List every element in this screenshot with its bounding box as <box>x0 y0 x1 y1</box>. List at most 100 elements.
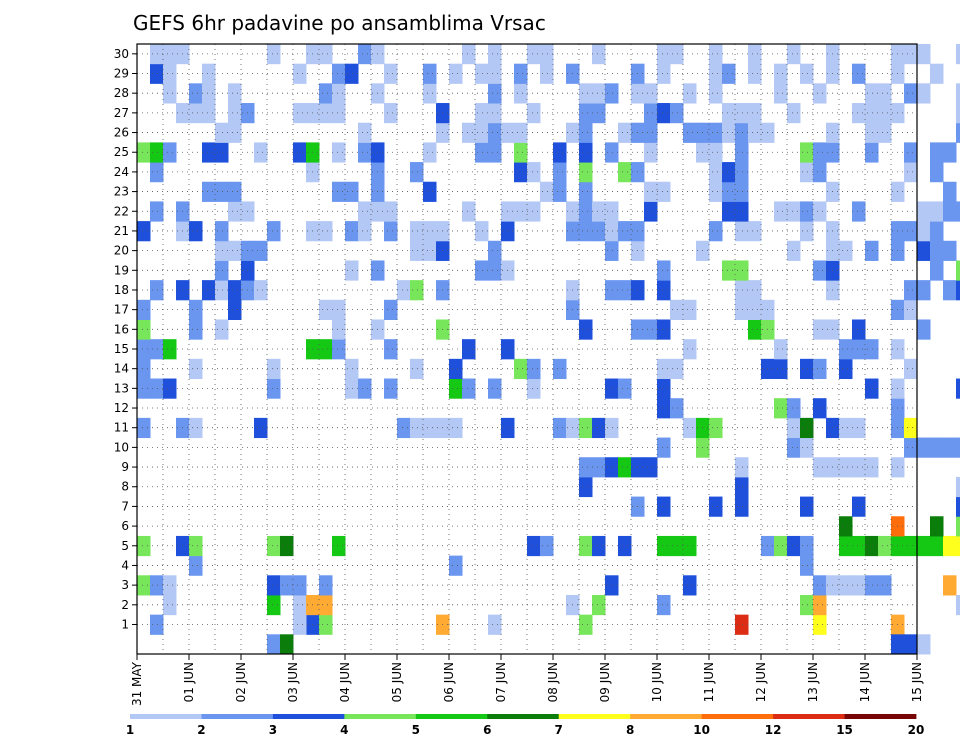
heatmap-cell <box>917 634 931 655</box>
heatmap-cell <box>410 162 424 183</box>
heatmap-cell <box>527 162 541 183</box>
heatmap-cell <box>839 339 853 360</box>
y-tick-label: 3 <box>121 578 129 592</box>
heatmap-cell <box>943 240 957 261</box>
heatmap-cell <box>137 575 151 596</box>
heatmap-cell <box>579 417 593 439</box>
legend-swatch <box>344 714 417 719</box>
heatmap-cell <box>345 181 359 202</box>
heatmap-cell <box>865 457 879 478</box>
heatmap-cell <box>150 63 164 84</box>
heatmap-cell <box>956 44 960 65</box>
heatmap-cell <box>865 103 879 124</box>
heatmap-cell <box>215 280 229 301</box>
heatmap-cell <box>267 575 281 596</box>
heatmap-cell <box>319 103 333 124</box>
heatmap-cell <box>813 260 827 281</box>
heatmap-cell <box>748 319 762 340</box>
heatmap-cell <box>878 575 892 596</box>
heatmap-cell <box>215 181 229 202</box>
heatmap-cell <box>800 496 814 517</box>
heatmap-cell <box>358 142 372 163</box>
heatmap-cell <box>943 181 957 202</box>
heatmap-cell <box>579 614 593 635</box>
heatmap-cell <box>293 142 307 163</box>
heatmap-cell <box>592 103 606 124</box>
x-tick-label: 04 JUN <box>338 662 352 702</box>
heatmap-cell <box>774 535 788 557</box>
heatmap-cell <box>605 575 619 596</box>
heatmap-cell <box>748 299 762 320</box>
y-tick-label: 12 <box>114 401 129 415</box>
heatmap-cell <box>189 221 203 242</box>
heatmap-cell <box>514 162 528 183</box>
heatmap-cell <box>163 339 177 360</box>
heatmap-cell <box>553 181 567 202</box>
heatmap-cell <box>943 535 957 557</box>
heatmap-cell <box>618 221 632 242</box>
heatmap-cell <box>657 181 671 202</box>
heatmap-cell <box>670 299 684 320</box>
heatmap-cell <box>735 476 749 498</box>
heatmap-cell <box>839 535 853 557</box>
heatmap-cell <box>345 63 359 84</box>
heatmap-cell <box>657 398 671 419</box>
heatmap-cell <box>904 299 918 320</box>
heatmap-cell <box>644 83 658 104</box>
heatmap-cell <box>462 339 476 360</box>
heatmap-cell <box>839 516 853 537</box>
y-tick-label: 15 <box>114 342 129 356</box>
heatmap-cell <box>852 339 866 360</box>
heatmap-cell <box>943 437 957 458</box>
x-tick-label: 10 JUN <box>650 662 664 702</box>
heatmap-cell <box>579 476 593 498</box>
heatmap-cell <box>332 142 346 163</box>
heatmap-cell <box>345 260 359 281</box>
heatmap-cell <box>735 142 749 163</box>
heatmap-cell <box>800 142 814 163</box>
heatmap-cell <box>774 339 788 360</box>
y-tick-label: 23 <box>114 185 129 199</box>
heatmap-cell <box>553 142 567 163</box>
heatmap-cell <box>163 594 177 616</box>
heatmap-cell <box>202 181 216 202</box>
heatmap-cell <box>813 201 827 222</box>
heatmap-cell <box>293 103 307 124</box>
heatmap-cell <box>137 221 151 242</box>
heatmap-cell <box>410 358 424 380</box>
legend-label: 10 <box>693 723 710 737</box>
heatmap-cell <box>800 594 814 616</box>
heatmap-cell <box>215 221 229 242</box>
heatmap-cell <box>722 63 736 84</box>
heatmap-cell <box>956 201 960 222</box>
heatmap-cell <box>956 437 960 458</box>
heatmap-cell <box>735 181 749 202</box>
heatmap-cell <box>189 358 203 380</box>
heatmap-cell <box>319 614 333 635</box>
heatmap-cell <box>397 280 411 301</box>
heatmap-cell <box>852 535 866 557</box>
heatmap-cell <box>800 417 814 439</box>
heatmap-cell <box>787 417 801 439</box>
y-tick-label: 19 <box>114 263 129 277</box>
heatmap-cell <box>787 398 801 419</box>
heatmap-cell <box>683 535 697 557</box>
heatmap-cell <box>527 378 541 399</box>
heatmap-cell <box>865 378 879 399</box>
heatmap-cell <box>657 280 671 301</box>
heatmap-cell <box>683 417 697 439</box>
heatmap-cell <box>449 555 463 576</box>
heatmap-cell <box>865 339 879 360</box>
heatmap-cell <box>553 358 567 380</box>
x-tick-label: 01 JUN <box>182 662 196 702</box>
y-axis-ticks: 1234567891011121314151617181920212223242… <box>114 47 137 631</box>
heatmap-cell <box>579 221 593 242</box>
heatmap-cell <box>956 496 960 517</box>
y-tick-label: 25 <box>114 145 129 159</box>
heatmap-cell <box>605 378 619 399</box>
heatmap-cell <box>319 44 333 65</box>
heatmap-cell <box>683 122 697 143</box>
heatmap-cell <box>800 63 814 84</box>
legend-colorbar: 1 2 3 4 5 6 7 8 10 12 15 20 <box>126 714 924 737</box>
heatmap-cell <box>202 83 216 104</box>
